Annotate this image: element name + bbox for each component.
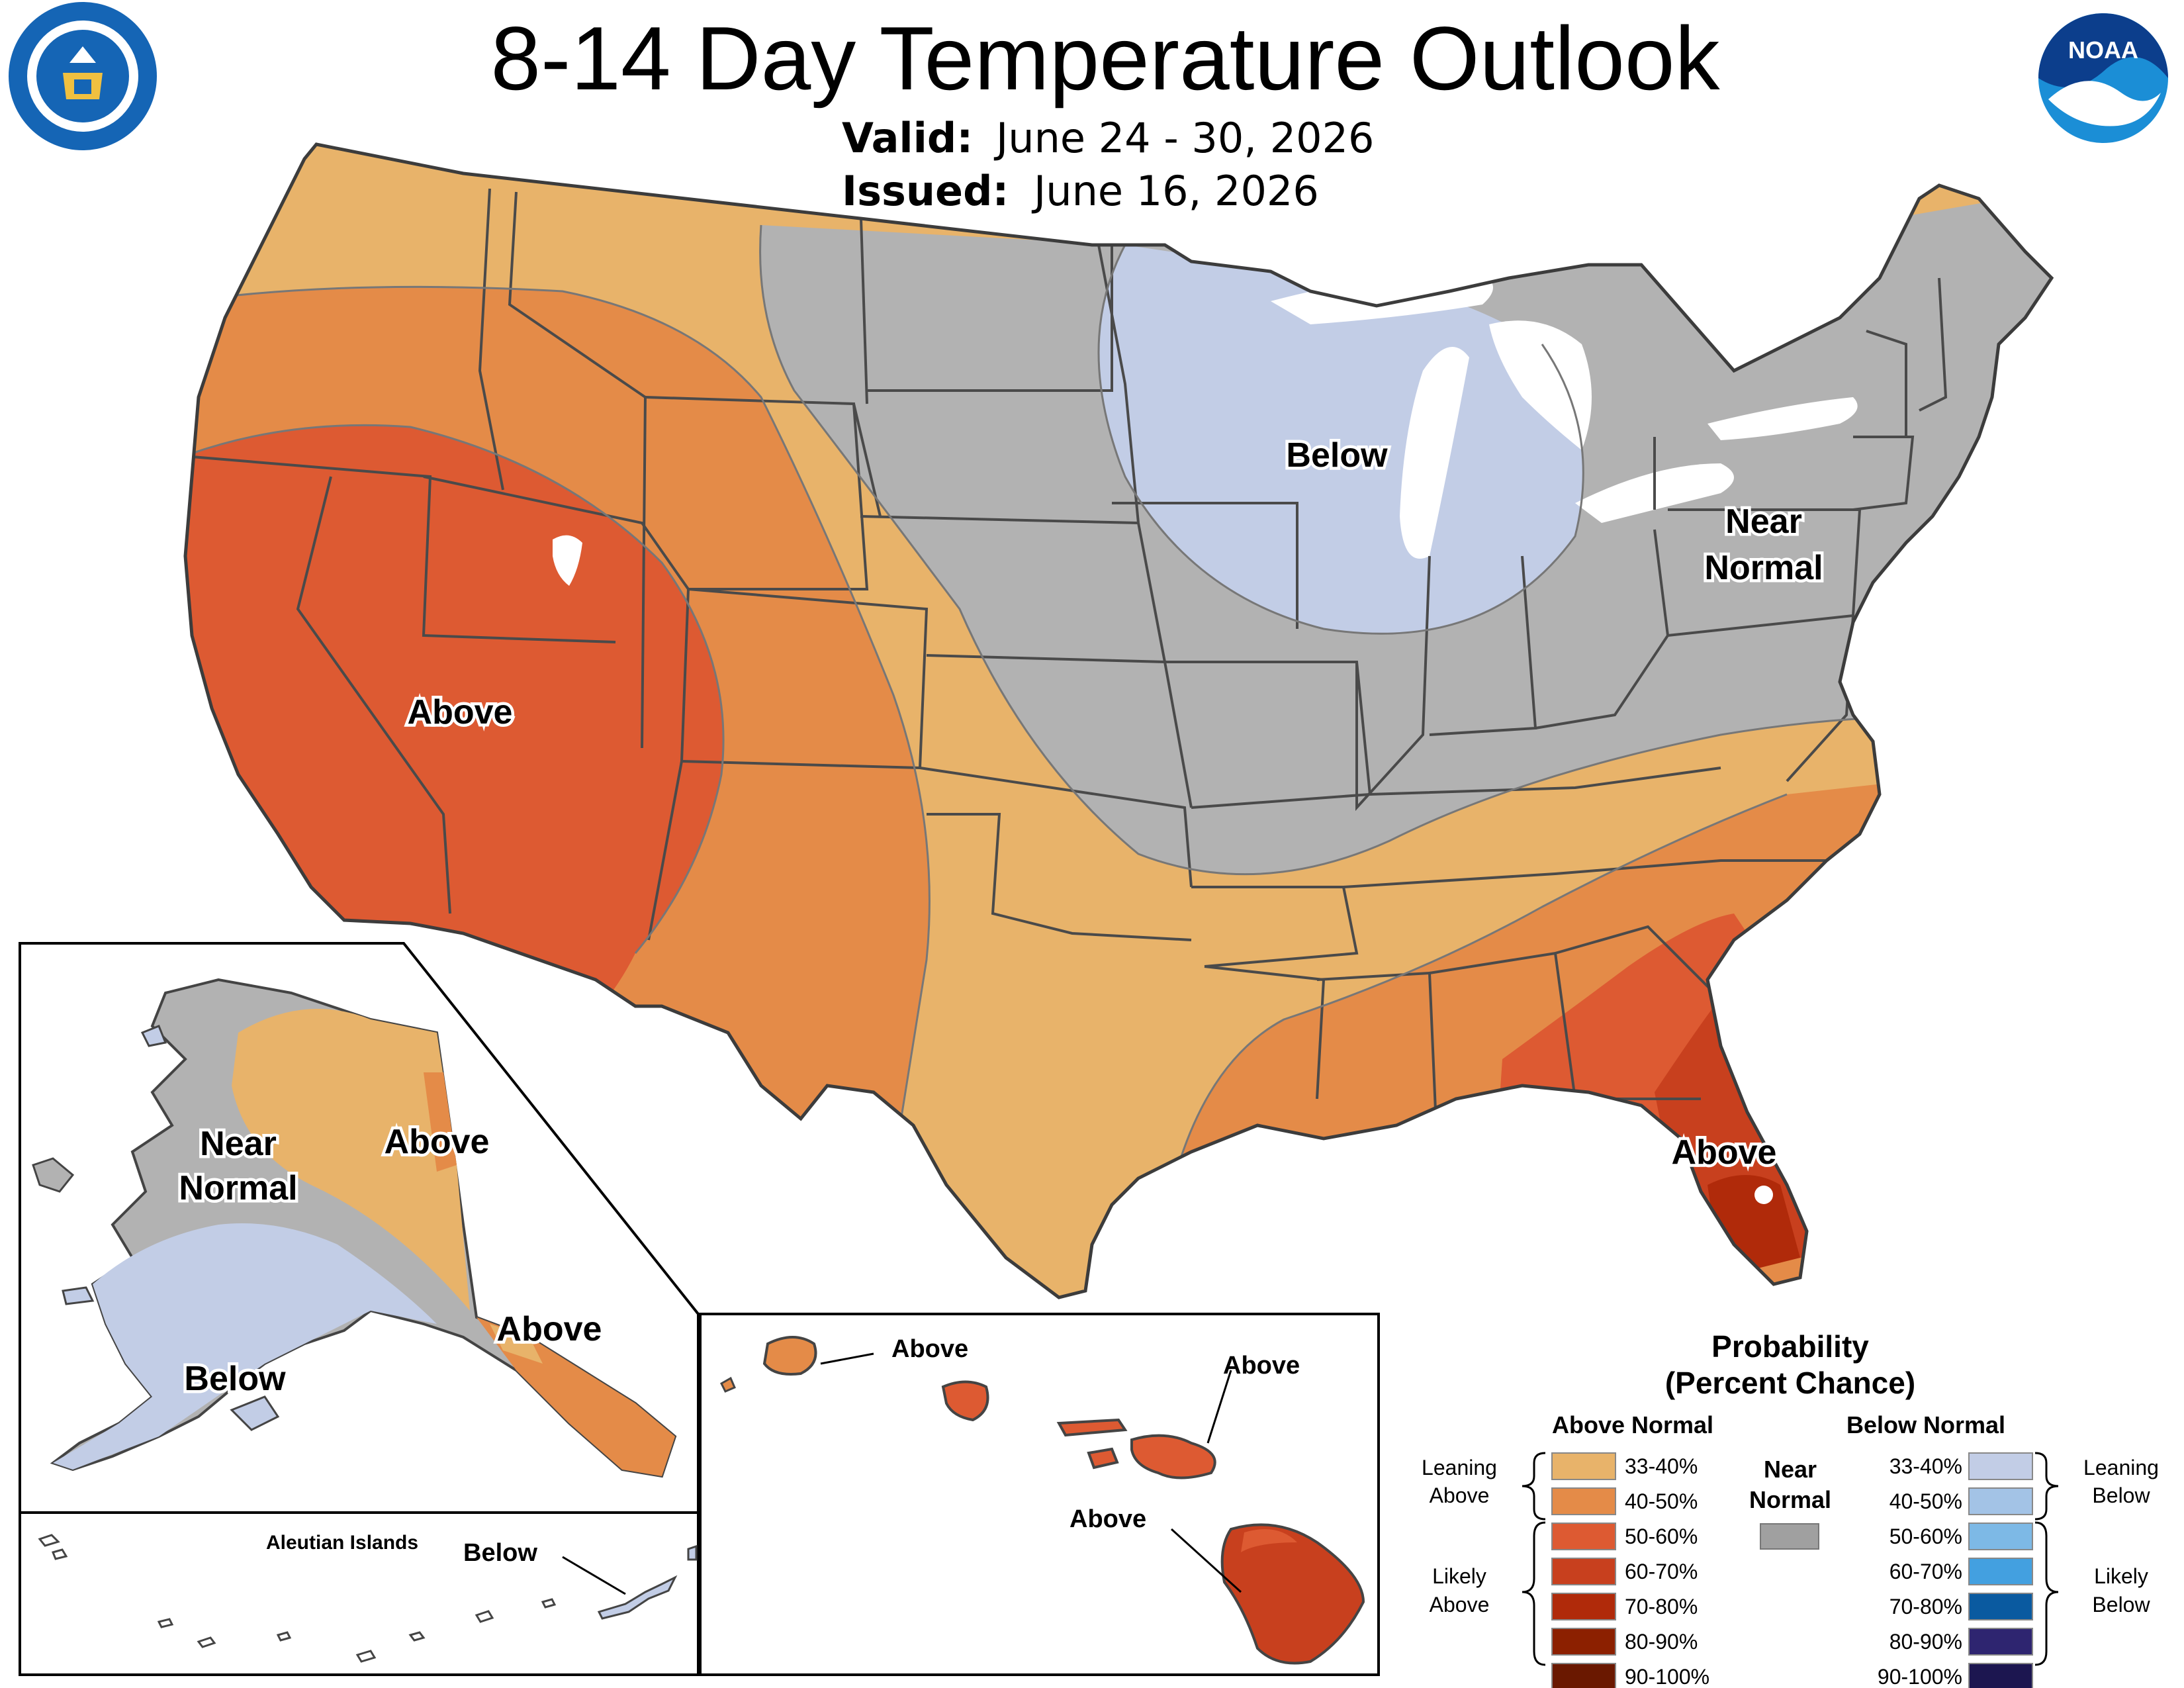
above-swatch-5 [1551,1628,1616,1656]
svg-text:NOAA: NOAA [2068,36,2138,64]
alaska-label-near-normal-line1: Near [200,1125,277,1163]
below-range-0: 33-40% [1889,1454,1962,1478]
legend-likely-above-line2: Above [1430,1593,1490,1617]
alaska-label-near-normal-line2: Normal [179,1169,297,1207]
legend-title-line1: Probability [1711,1329,1869,1364]
above-range-6: 90-100% [1625,1665,1709,1688]
below-range-4: 70-80% [1889,1595,1962,1618]
legend-likely-below-line2: Below [2092,1593,2150,1617]
above-swatch-2 [1551,1523,1616,1550]
map-title: 8-14 Day Temperature Outlook [490,8,1720,109]
valid-value: June 24 - 30, 2026 [993,114,1375,162]
below-range-5: 80-90% [1889,1630,1962,1654]
aleutian-label-below: Below [463,1539,537,1567]
legend-below-rows: 33-40% 40-50% 50-60% 60-70% 70-80% 80-90% 90-1… [1878,1452,2033,1688]
legend-below-header: Below Normal [1846,1411,2005,1438]
hawaii-label-kauai: Above [891,1335,968,1363]
hawaii-label-maui: Above [1223,1352,1300,1380]
alaska-label-above: Above [385,1123,490,1161]
alaska-inset [19,942,700,1514]
noaa-logo: NOAA [2038,13,2168,143]
hawaii-inset [699,1313,1380,1676]
above-range-3: 60-70% [1625,1560,1698,1583]
issued-value: June 16, 2026 [1031,167,1319,215]
region-label-upper-midwest: Below [1286,436,1388,475]
above-swatch-3 [1551,1558,1616,1585]
below-swatch-4 [1968,1593,2033,1620]
below-swatch-2 [1968,1523,2033,1550]
legend-leaning-above-line2: Above [1430,1483,1490,1507]
below-range-2: 50-60% [1889,1524,1962,1548]
legend-near-line2: Normal [1749,1486,1831,1513]
above-swatch-6 [1551,1663,1616,1688]
legend-above-rows: 33-40% 40-50% 50-60% 60-70% 70-80% 80-90% 90-1… [1551,1452,1709,1688]
region-label-west: Above [408,693,513,731]
department-of-commerce-seal [9,2,157,150]
alaska-label-panhandle-above: Above [497,1310,602,1348]
legend-likely-above-line1: Likely [1432,1564,1486,1588]
legend-near-swatch [1760,1523,1819,1550]
above-range-1: 40-50% [1625,1489,1698,1513]
legend-above-header: Above Normal [1552,1411,1713,1438]
above-swatch-1 [1551,1487,1616,1515]
aleutian-inset [19,1511,700,1676]
aleutian-title: Aleutian Islands [266,1532,418,1554]
above-range-2: 50-60% [1625,1524,1698,1548]
region-label-southeast: Above [1672,1133,1777,1172]
below-range-6: 90-100% [1878,1665,1962,1688]
valid-label: Valid: [842,114,973,162]
region-label-northeast-line1: Near [1725,502,1802,541]
region-label-northeast-line2: Normal [1704,549,1823,587]
below-range-1: 40-50% [1889,1489,1962,1513]
above-range-4: 70-80% [1625,1595,1698,1618]
legend-leaning-below-line2: Below [2092,1483,2150,1507]
alaska-label-below: Below [184,1360,286,1398]
legend-leaning-above-line1: Leaning [1422,1456,1497,1479]
legend-leaning-below-line1: Leaning [2083,1456,2159,1479]
legend-near-line1: Near [1764,1456,1817,1483]
above-swatch-0 [1551,1452,1616,1480]
hawaii-label-big-island: Above [1069,1505,1146,1533]
below-swatch-5 [1968,1628,2033,1656]
below-swatch-0 [1968,1452,2033,1480]
above-range-5: 80-90% [1625,1630,1698,1654]
below-range-3: 60-70% [1889,1560,1962,1583]
below-swatch-6 [1968,1663,2033,1688]
legend-likely-below-line1: Likely [2094,1564,2148,1588]
below-swatch-1 [1968,1487,2033,1515]
issued-label: Issued: [842,167,1009,215]
below-swatch-3 [1968,1558,2033,1585]
above-range-0: 33-40% [1625,1454,1698,1478]
legend-title-line2: (Percent Chance) [1665,1366,1915,1400]
legend: Probability (Percent Chance) Above Norma… [1422,1329,2159,1688]
above-swatch-4 [1551,1593,1616,1620]
